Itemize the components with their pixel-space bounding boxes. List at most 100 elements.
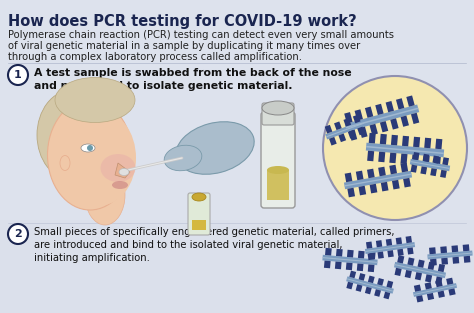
Ellipse shape	[87, 145, 93, 151]
Bar	[267, 170, 289, 200]
Bar	[435, 139, 442, 149]
Bar	[411, 155, 419, 165]
Bar	[345, 173, 411, 187]
Bar	[368, 264, 374, 272]
Bar	[386, 101, 394, 112]
Bar	[413, 152, 419, 160]
Bar	[442, 157, 449, 165]
Bar	[414, 285, 421, 292]
Bar	[401, 163, 408, 172]
Bar	[325, 248, 332, 255]
Ellipse shape	[100, 154, 136, 182]
Ellipse shape	[37, 90, 107, 180]
Bar	[344, 112, 353, 123]
Bar	[383, 292, 390, 299]
Text: A test sample is swabbed from the back of the nose
and processed to isolate gene: A test sample is swabbed from the back o…	[34, 68, 352, 91]
Bar	[329, 137, 337, 146]
Bar	[347, 188, 355, 197]
Bar	[345, 105, 419, 131]
Text: Polymerase chain reaction (PCR) testing can detect even very small amounts: Polymerase chain reaction (PCR) testing …	[8, 30, 394, 40]
Bar	[390, 118, 399, 130]
Ellipse shape	[47, 100, 133, 210]
Bar	[377, 278, 384, 286]
Ellipse shape	[85, 165, 125, 225]
Bar	[356, 171, 364, 180]
Bar	[325, 121, 365, 140]
Bar	[380, 134, 387, 144]
Bar	[405, 270, 412, 278]
Text: How does PCR testing for COVID-19 work?: How does PCR testing for COVID-19 work?	[8, 14, 357, 29]
Bar	[429, 247, 436, 254]
Bar	[335, 262, 342, 269]
Bar	[441, 258, 448, 265]
Bar	[410, 159, 450, 171]
Bar	[336, 249, 343, 256]
Bar	[378, 167, 386, 176]
Bar	[430, 259, 437, 266]
Bar	[365, 287, 372, 294]
Bar	[389, 165, 397, 174]
Polygon shape	[115, 163, 130, 178]
FancyBboxPatch shape	[188, 193, 210, 235]
Bar	[338, 133, 346, 142]
Bar	[346, 278, 393, 292]
Bar	[370, 184, 377, 193]
Ellipse shape	[60, 156, 70, 171]
FancyBboxPatch shape	[262, 103, 294, 125]
Bar	[427, 293, 434, 300]
Ellipse shape	[81, 144, 95, 152]
Bar	[344, 118, 351, 127]
Bar	[425, 282, 432, 290]
Bar	[406, 236, 412, 243]
Bar	[386, 239, 392, 246]
Bar	[357, 127, 365, 135]
Bar	[366, 143, 444, 157]
Bar	[324, 261, 331, 268]
Bar	[392, 180, 400, 189]
Circle shape	[8, 224, 28, 244]
Bar	[407, 247, 414, 254]
Bar	[387, 250, 394, 257]
Bar	[346, 276, 394, 294]
Ellipse shape	[112, 181, 128, 189]
Bar	[367, 253, 374, 260]
Bar	[322, 255, 378, 265]
Bar	[463, 244, 469, 251]
Bar	[401, 115, 409, 127]
Bar	[394, 262, 446, 278]
Bar	[369, 133, 376, 143]
Bar	[416, 295, 423, 302]
Ellipse shape	[64, 110, 136, 206]
Text: 1: 1	[14, 70, 22, 80]
FancyBboxPatch shape	[261, 112, 295, 208]
Ellipse shape	[192, 193, 206, 201]
Bar	[391, 135, 398, 145]
Bar	[402, 136, 409, 146]
Bar	[367, 151, 374, 161]
Bar	[406, 95, 415, 107]
Bar	[370, 124, 378, 135]
Bar	[356, 284, 363, 292]
Bar	[423, 156, 430, 166]
Bar	[413, 285, 456, 295]
Text: through a complex laboratory process called amplification.: through a complex laboratory process cal…	[8, 52, 302, 62]
Bar	[365, 106, 374, 118]
Bar	[413, 283, 457, 297]
Bar	[410, 161, 450, 169]
Bar	[381, 182, 389, 192]
Bar	[374, 289, 381, 297]
Bar	[451, 245, 458, 252]
Text: of viral genetic material in a sample by duplicating it many times over: of viral genetic material in a sample by…	[8, 41, 360, 51]
Ellipse shape	[55, 78, 135, 122]
Bar	[0, 220, 474, 313]
Bar	[432, 156, 439, 164]
Bar	[334, 121, 342, 130]
Bar	[349, 129, 357, 141]
Bar	[369, 252, 375, 259]
Bar	[396, 237, 402, 244]
Bar	[346, 108, 419, 128]
Bar	[366, 242, 373, 249]
Bar	[438, 264, 445, 272]
Bar	[386, 280, 393, 288]
Bar	[366, 146, 444, 154]
